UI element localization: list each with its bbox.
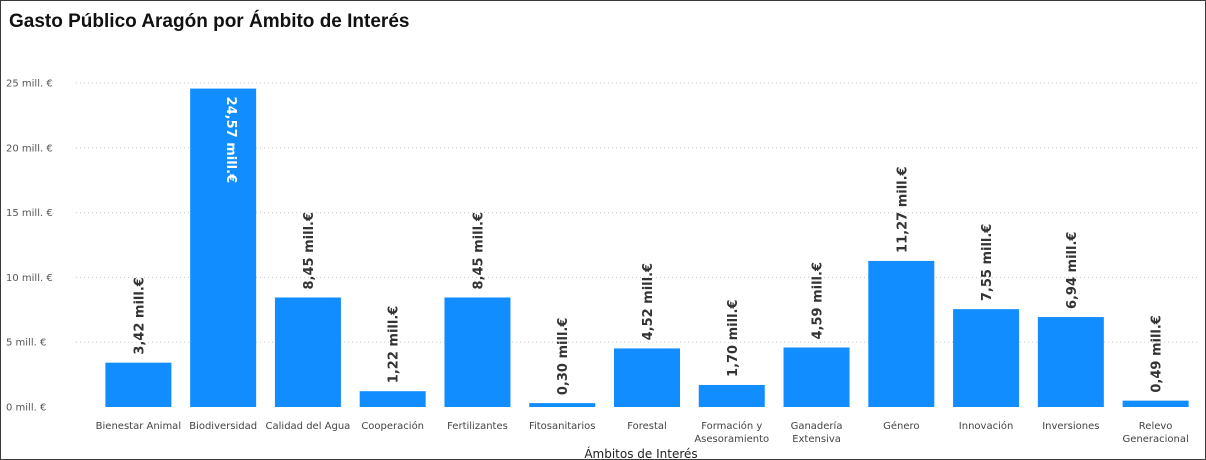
- data-label: 4,52 mill.€: [641, 263, 656, 341]
- data-label: 0,30 mill.€: [556, 318, 571, 396]
- x-tick-label: Ganadería: [791, 420, 843, 432]
- y-tick-label: 0 mill. €: [6, 403, 46, 414]
- bar: [698, 384, 765, 407]
- x-axis: Bienestar Animal Biodiversidad Calidad del…: [96, 420, 1189, 445]
- x-tick-label: Calidad del Agua: [266, 421, 351, 432]
- y-tick-label: 20 mill. €: [6, 143, 53, 154]
- x-tick-label: Relevo: [1139, 421, 1173, 432]
- bar: [953, 309, 1020, 407]
- x-tick-label: Forestal: [627, 421, 667, 432]
- bar: [1037, 317, 1104, 407]
- y-axis: 0 mill. € 5 mill. € 10 mill. € 15 mill. € 20…: [6, 79, 53, 414]
- x-tick-label: Asesoramiento: [694, 434, 769, 445]
- data-label: 11,27 mill.€: [895, 166, 910, 253]
- bar: [105, 362, 172, 407]
- x-tick-label: Cooperación: [361, 420, 424, 432]
- y-tick-label: 15 mill. €: [6, 208, 53, 219]
- data-label: 4,59 mill.€: [811, 262, 826, 340]
- bar: [359, 391, 426, 407]
- data-label: 7,55 mill.€: [980, 224, 995, 302]
- bars: [105, 88, 1189, 407]
- x-tick-label: Inversiones: [1042, 421, 1099, 432]
- data-label: 0,49 mill.€: [1150, 315, 1165, 393]
- data-label: 6,94 mill.€: [1065, 232, 1080, 310]
- x-tick-label: Formación y: [701, 420, 762, 432]
- y-tick-label: 5 mill. €: [6, 338, 46, 349]
- data-label: 8,45 mill.€: [471, 212, 486, 290]
- x-tick-label: Biodiversidad: [189, 421, 257, 432]
- data-label: 1,70 mill.€: [726, 299, 741, 377]
- y-tick-label: 25 mill. €: [6, 79, 53, 90]
- bar: [444, 297, 511, 407]
- chart-title: Gasto Público Aragón por Ámbito de Inter…: [9, 11, 410, 32]
- x-tick-label: Generacional: [1122, 434, 1188, 445]
- data-label: 24,57 mill.€: [223, 97, 238, 184]
- x-tick-label: Fitosanitarios: [529, 421, 596, 432]
- x-tick-label: Extensiva: [792, 434, 841, 445]
- data-label: 8,45 mill.€: [302, 212, 317, 290]
- data-label: 1,22 mill.€: [387, 306, 402, 384]
- x-tick-label: Género: [883, 420, 919, 432]
- data-labels: 3,42 mill.€ 24,57 mill.€ 8,45 mill.€ 1,22 m…: [132, 97, 1164, 396]
- bar: [868, 260, 935, 407]
- bar: [529, 403, 596, 407]
- bar: [274, 297, 341, 407]
- bar: [190, 88, 257, 407]
- y-tick-label: 10 mill. €: [6, 273, 53, 284]
- x-tick-label: Innovación: [959, 420, 1014, 432]
- bar: [1122, 400, 1189, 407]
- data-label: 3,42 mill.€: [132, 277, 147, 355]
- bar: [614, 348, 680, 407]
- x-axis-title: Ámbitos de Interés: [584, 446, 697, 460]
- x-tick-label: Bienestar Animal: [96, 421, 181, 432]
- bar: [783, 347, 850, 407]
- x-tick-label: Fertilizantes: [447, 421, 508, 432]
